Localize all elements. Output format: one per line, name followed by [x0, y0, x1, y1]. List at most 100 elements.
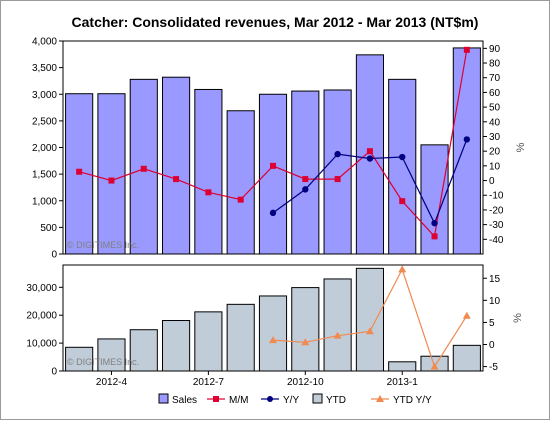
x-tick-label: 2013-1 — [387, 377, 419, 388]
top-marker — [366, 155, 374, 162]
top-marker — [463, 136, 471, 143]
top-bar — [323, 89, 352, 255]
top-marker — [302, 186, 309, 193]
top-bar — [97, 93, 126, 255]
top-marker — [399, 153, 406, 161]
top-left-tick-label: 2,500 — [32, 116, 57, 127]
bottom-bar — [323, 278, 352, 372]
legend-label: Y/Y — [283, 395, 299, 406]
bottom-right-tick-label: 5 — [489, 318, 495, 329]
bottom-bar — [291, 287, 320, 372]
x-tick-label: 2012-4 — [96, 377, 128, 388]
legend-label: M/M — [229, 395, 248, 406]
top-marker — [76, 168, 83, 175]
top-left-tick-label: 1,000 — [32, 196, 57, 207]
top-bar — [162, 76, 191, 255]
bottom-bar — [129, 329, 158, 372]
top-marker — [237, 196, 244, 203]
top-left-tick-label: 2,000 — [32, 143, 57, 154]
bottom-marker — [462, 311, 471, 319]
top-marker — [173, 176, 180, 183]
top-bar — [355, 54, 384, 255]
top-right-tick-label: -40 — [489, 235, 504, 246]
top-marker — [302, 176, 309, 183]
top-marker — [334, 176, 341, 183]
legend-label: Sales — [172, 395, 197, 406]
top-right-tick-label: 10 — [489, 161, 501, 172]
top-right-tick-label: -30 — [489, 220, 504, 231]
top-right-tick-label: 90 — [489, 44, 501, 55]
bottom-bar — [355, 267, 384, 372]
top-bar — [291, 90, 320, 255]
bottom-marker — [269, 336, 277, 344]
top-bar — [194, 88, 223, 255]
top-right-tick-label: -20 — [489, 205, 504, 216]
bottom-bar — [388, 361, 417, 372]
bottom-right-tick-label: 15 — [489, 274, 501, 285]
top-marker — [463, 46, 470, 53]
top-marker — [205, 189, 212, 196]
top-marker — [108, 177, 115, 184]
top-left-tick-label: 500 — [40, 223, 57, 234]
bottom-left-tick-label: 10,000 — [26, 339, 57, 350]
top-right-tick-label: 70 — [489, 73, 501, 84]
bottom-marker — [365, 327, 374, 335]
bottom-marker — [333, 331, 342, 339]
bottom-right-axis-label: % — [512, 313, 524, 323]
bottom-marker — [430, 362, 439, 370]
top-marker — [334, 150, 341, 158]
legend-marker — [376, 395, 384, 402]
x-axis-labels: 2012-4 2012-7 2012-10 2013-1 — [96, 371, 418, 388]
legend-marker — [267, 396, 273, 402]
top-right-tick-label: 60 — [489, 88, 501, 99]
bottom-bar — [194, 311, 223, 372]
top-right-tick-label: 20 — [489, 147, 501, 158]
legend-marker — [213, 396, 219, 402]
top-left-tick-label: 4,000 — [32, 37, 57, 48]
legend-swatch — [158, 393, 169, 404]
top-right-tick-label: 80 — [489, 59, 501, 70]
top-bar — [388, 78, 417, 255]
legend: Sales M/M Y/Y YTD YTD Y/Y — [158, 393, 432, 406]
top-marker — [431, 219, 438, 227]
bottom-marker — [301, 338, 310, 346]
top-right-axis-label: % — [515, 142, 527, 152]
bottom-frame — [62, 264, 484, 372]
x-tick-label: 2012-7 — [193, 377, 225, 388]
top-marker — [431, 233, 438, 240]
bottom-watermark: © DIGITIMES Inc. — [67, 357, 139, 367]
top-left-tick-label: 1,500 — [32, 170, 57, 181]
top-marker — [269, 209, 277, 217]
top-marker — [399, 198, 406, 205]
top-marker — [366, 148, 373, 155]
bottom-left-tick-label: 0 — [51, 367, 57, 378]
top-right-tick-label: -10 — [489, 191, 504, 202]
legend-swatch — [312, 393, 323, 404]
top-left-tick-label: 0 — [51, 250, 57, 261]
top-right-tick-label: 0 — [489, 176, 495, 187]
top-right-tick-label: 50 — [489, 103, 501, 114]
bottom-right-tick-label: 0 — [489, 340, 495, 351]
top-right-tick-label: 40 — [489, 117, 501, 128]
top-left-tick-label: 3,500 — [32, 63, 57, 74]
top-right-tick-label: 30 — [489, 132, 501, 143]
top-marker — [140, 165, 147, 172]
bottom-bar — [162, 320, 191, 372]
bottom-marker — [398, 265, 407, 273]
top-panel: © DIGITIMES Inc.05001,0001,5002,0002,500… — [32, 37, 527, 261]
bottom-bar — [452, 344, 481, 372]
bottom-panel: © DIGITIMES Inc. 0 10,000 20,000 30,000 -5 0 5 1… — [26, 264, 524, 378]
bottom-right-tick-label: 10 — [489, 296, 501, 307]
legend-label: YTD Y/Y — [393, 395, 432, 406]
x-tick-label: 2012-10 — [287, 377, 324, 388]
chart-title: Catcher: Consolidated revenues, Mar 2012… — [72, 14, 479, 30]
bottom-bar — [226, 303, 255, 372]
top-bar — [226, 110, 255, 255]
top-left-tick-label: 3,000 — [32, 90, 57, 101]
top-watermark: © DIGITIMES Inc. — [67, 240, 139, 250]
bottom-left-tick-label: 30,000 — [26, 283, 57, 294]
bottom-right-tick-label: -5 — [489, 362, 498, 373]
top-bar — [452, 47, 481, 255]
